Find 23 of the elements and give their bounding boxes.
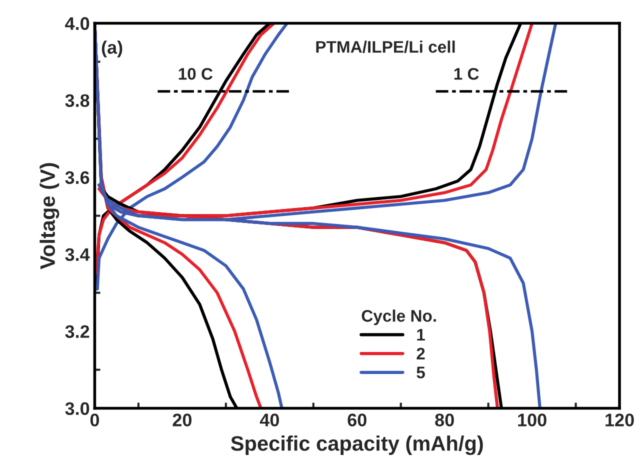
legend-title: Cycle No.	[362, 310, 436, 326]
legend-label: 1	[417, 329, 425, 341]
x-tick-label: 100	[518, 414, 546, 426]
y-tick-label: 3.6	[65, 171, 90, 184]
y-tick-label: 4.0	[65, 17, 90, 30]
annotation: 10 C	[178, 68, 213, 80]
x-axis-title: Specific capacity (mAh/g)	[230, 436, 483, 456]
x-tick-label: 0	[90, 414, 99, 426]
x-tick-label: 80	[435, 414, 454, 426]
y-tick-label: 3.2	[65, 325, 90, 338]
annotation: (a)	[102, 40, 122, 58]
annotation: PTMA/ILPE/Li cell	[316, 40, 455, 53]
y-tick-label: 3.0	[65, 402, 90, 416]
x-tick-label: 120	[606, 414, 634, 426]
x-tick-label: 60	[348, 414, 366, 426]
y-axis-title: Voltage (V)	[40, 163, 60, 270]
annotation: 1 C	[454, 68, 479, 80]
y-tick-label: 3.8	[65, 94, 90, 107]
legend-label: 2	[416, 348, 425, 360]
legend-label: 5	[416, 366, 425, 378]
y-tick-label: 3.4	[65, 248, 90, 262]
x-tick-label: 40	[260, 414, 279, 426]
x-tick-label: 20	[172, 414, 192, 426]
